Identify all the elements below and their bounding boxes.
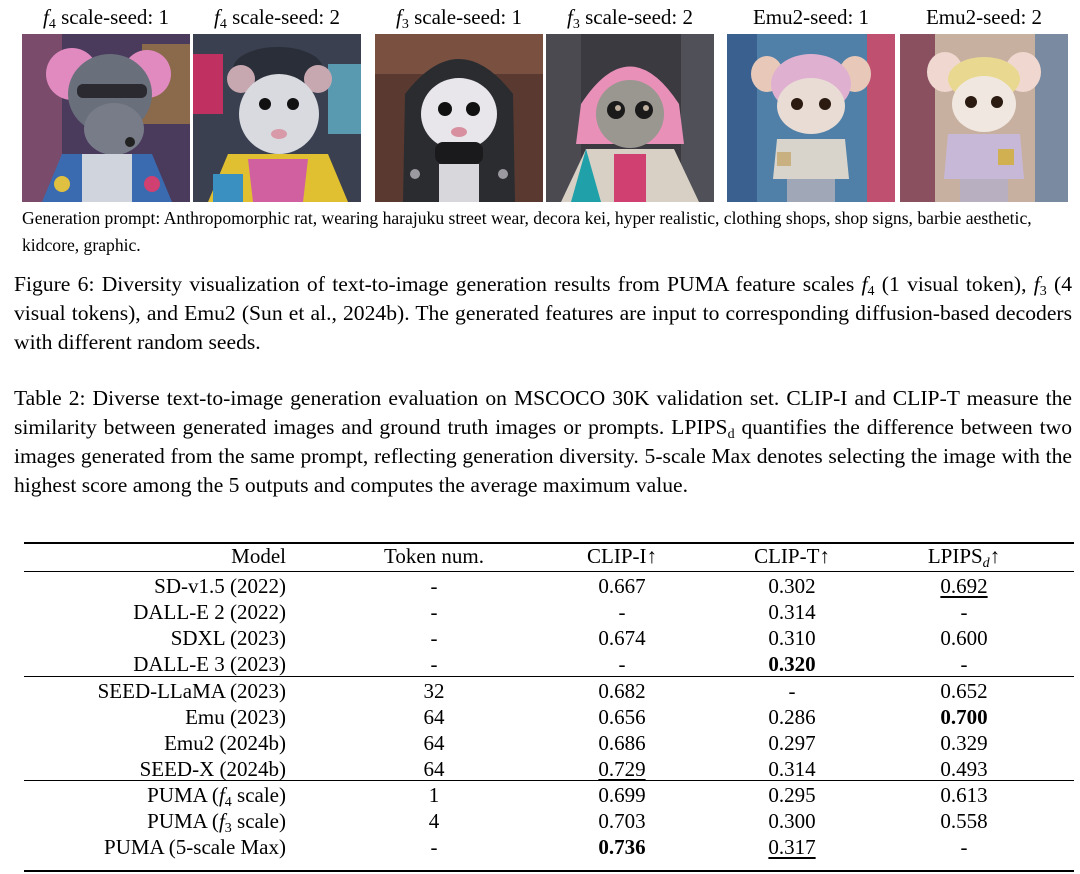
generation-prompt: Generation prompt: Anthropomorphic rat, … xyxy=(22,208,1032,255)
header-clip-t: CLIP-T↑ xyxy=(754,544,830,568)
cell-tokens: - xyxy=(430,835,438,859)
cell-clip-i: 0.703 xyxy=(598,809,646,833)
cell-lpips: 0.700 xyxy=(940,705,988,729)
header-rule xyxy=(24,571,1074,572)
cell-tokens: - xyxy=(430,626,438,650)
cell-clip-t: 0.302 xyxy=(768,574,816,598)
table-row: Emu2 (2024b) 64 0.686 0.297 0.329 xyxy=(24,730,1074,756)
cell-model: SD-v1.5 (2022) xyxy=(154,574,286,598)
figure-6-caption: Figure 6: Diversity visualization of tex… xyxy=(14,272,1073,354)
cell-lpips: 0.613 xyxy=(940,783,988,807)
cell-lpips: - xyxy=(960,652,968,676)
cell-model: DALL-E 2 (2022) xyxy=(133,600,286,624)
table-top-rule xyxy=(24,542,1074,544)
cell-tokens: 1 xyxy=(428,783,440,807)
cell-clip-i: - xyxy=(618,652,626,676)
cell-clip-t: 0.300 xyxy=(768,809,816,833)
cell-model: PUMA (5-scale Max) xyxy=(104,835,286,859)
panel-label: f4 scale-seed: 2 xyxy=(214,5,340,32)
cell-clip-i: 0.682 xyxy=(598,679,646,703)
rat-figurine-image xyxy=(900,34,1068,202)
table-row: DALL-E 2 (2022) - - 0.314 - xyxy=(24,599,1074,625)
figure-6-image-row: f4 scale-seed: 1 f4 scale-seed: 2 xyxy=(22,2,1074,202)
table-row: PUMA (f4 scale) 1 0.699 0.295 0.613 xyxy=(24,782,1074,810)
cell-lpips: 0.558 xyxy=(940,809,988,833)
cell-clip-i: 0.699 xyxy=(598,783,646,807)
cell-tokens: - xyxy=(430,652,438,676)
rat-portrait-image xyxy=(193,34,361,202)
table-header-row: Model Token num. CLIP-I↑ CLIP-T↑ LPIPSd↑ xyxy=(24,543,1074,571)
table-row: PUMA (f3 scale) 4 0.703 0.300 0.558 xyxy=(24,808,1074,836)
cell-clip-i: - xyxy=(618,600,626,624)
cell-lpips: 0.692 xyxy=(940,574,988,598)
cell-clip-i: 0.686 xyxy=(598,731,646,755)
cell-tokens: 32 xyxy=(423,679,445,703)
cell-model: DALL-E 3 (2023) xyxy=(133,652,286,676)
cell-lpips: - xyxy=(960,835,968,859)
cell-clip-t: 0.314 xyxy=(768,600,816,624)
cell-clip-t: 0.295 xyxy=(768,783,816,807)
rat-figurine-image xyxy=(727,34,895,202)
table-row: SEED-LLaMA (2023) 32 0.682 - 0.652 xyxy=(24,678,1074,704)
header-token-num: Token num. xyxy=(383,544,485,568)
cell-clip-i: 0.736 xyxy=(598,835,646,859)
panel-label: Emu2-seed: 1 xyxy=(752,5,870,29)
cell-lpips: 0.329 xyxy=(940,731,988,755)
cell-tokens: 64 xyxy=(423,757,445,781)
cell-clip-t: 0.314 xyxy=(768,757,816,781)
table-bottom-rule xyxy=(24,870,1074,872)
table-2-caption: Table 2: Diverse text-to-image generatio… xyxy=(14,386,1072,497)
cell-tokens: 64 xyxy=(423,731,445,755)
group-divider xyxy=(24,676,1074,677)
cell-lpips: - xyxy=(960,600,968,624)
panel-label: Emu2-seed: 2 xyxy=(925,5,1043,29)
cell-clip-t: - xyxy=(788,679,796,703)
cell-clip-t: 0.320 xyxy=(768,652,816,676)
cell-model: Emu (2023) xyxy=(185,705,286,729)
panel-label: f4 scale-seed: 1 xyxy=(43,5,169,32)
cell-model: Emu2 (2024b) xyxy=(164,731,286,755)
cell-tokens: 4 xyxy=(428,809,440,833)
rat-portrait-image xyxy=(22,34,190,202)
cell-tokens: 64 xyxy=(423,705,445,729)
cell-clip-i: 0.729 xyxy=(598,757,646,781)
cell-model: PUMA (f3 scale) xyxy=(147,809,286,836)
cell-clip-t: 0.310 xyxy=(768,626,816,650)
cell-tokens: - xyxy=(430,600,438,624)
cell-clip-i: 0.656 xyxy=(598,705,646,729)
table-row: SDXL (2023) - 0.674 0.310 0.600 xyxy=(24,625,1074,651)
group-divider xyxy=(24,780,1074,781)
cell-lpips: 0.493 xyxy=(940,757,988,781)
cell-model: SEED-LLaMA (2023) xyxy=(97,679,286,703)
cell-model: SEED-X (2024b) xyxy=(139,757,286,781)
table-row: Emu (2023) 64 0.656 0.286 0.700 xyxy=(24,704,1074,730)
cell-model: PUMA (f4 scale) xyxy=(147,783,286,810)
cell-model: SDXL (2023) xyxy=(170,626,286,650)
table-row: SD-v1.5 (2022) - 0.667 0.302 0.692 xyxy=(24,573,1074,599)
cell-clip-t: 0.297 xyxy=(768,731,816,755)
cell-tokens: - xyxy=(430,574,438,598)
rat-portrait-image xyxy=(375,34,543,202)
table-row: PUMA (5-scale Max) - 0.736 0.317 - xyxy=(24,834,1074,860)
panel-label: f3 scale-seed: 2 xyxy=(567,5,693,32)
table-row: SEED-X (2024b) 64 0.729 0.314 0.493 xyxy=(24,756,1074,782)
panel-label: f3 scale-seed: 1 xyxy=(396,5,522,32)
cell-lpips: 0.652 xyxy=(940,679,988,703)
header-clip-i: CLIP-I↑ xyxy=(587,544,657,568)
cell-lpips: 0.600 xyxy=(940,626,988,650)
cell-clip-i: 0.667 xyxy=(598,574,646,598)
cell-clip-i: 0.674 xyxy=(598,626,646,650)
table-row: DALL-E 3 (2023) - - 0.320 - xyxy=(24,651,1074,677)
header-model: Model xyxy=(231,544,286,568)
cell-clip-t: 0.317 xyxy=(768,835,816,859)
header-lpips: LPIPSd↑ xyxy=(927,544,1001,571)
rat-portrait-image xyxy=(546,34,714,202)
cell-clip-t: 0.286 xyxy=(768,705,816,729)
